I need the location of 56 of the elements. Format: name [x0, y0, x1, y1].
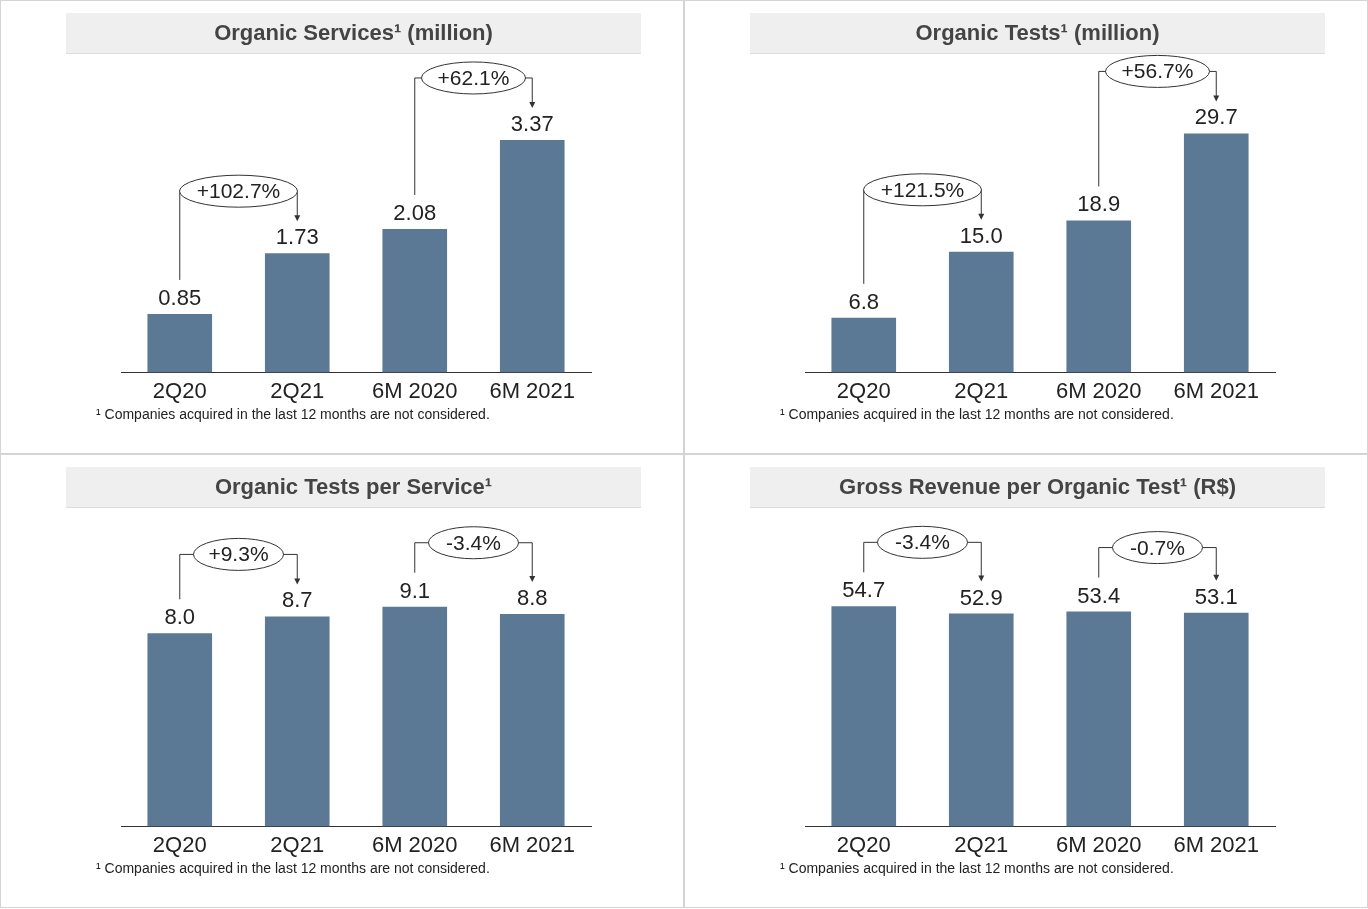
x-tick-label: 6M 2021	[1173, 377, 1260, 403]
text: ¹ Companies acquired in the last 12 months are not considered.	[780, 860, 1174, 876]
data-label: 2.08	[393, 200, 437, 226]
chart-title: Organic Tests¹ (million)	[750, 13, 1325, 54]
text: ¹ Companies acquired in the last 12 months are not considered.	[96, 860, 490, 876]
data-label: 6.8	[848, 288, 880, 314]
x-tick-label: 2Q20	[152, 377, 207, 403]
annotation: +102.7%	[196, 179, 281, 203]
x-tick-label: 6M 2020	[371, 831, 458, 857]
data-label: 53.1	[1194, 583, 1238, 609]
x-tick-label: 2Q21	[954, 377, 1009, 403]
data-label: 15.0	[959, 222, 1003, 248]
chart-title: Organic Tests per Service¹	[66, 467, 641, 508]
bar	[264, 253, 330, 373]
chart-title: Gross Revenue per Organic Test¹ (R$)	[750, 467, 1325, 508]
data-label: 8.7	[281, 587, 313, 613]
bar	[948, 251, 1014, 373]
data-label: 54.7	[842, 577, 886, 603]
x-tick-label: 2Q20	[152, 831, 207, 857]
bar	[1066, 220, 1132, 373]
data-label: 18.9	[1077, 191, 1121, 217]
bar	[1183, 133, 1249, 373]
text: -0.7%	[1130, 535, 1185, 559]
x-tick-label: 6M 2021	[489, 831, 576, 857]
bar	[147, 313, 213, 373]
text: -3.4%	[895, 530, 950, 554]
data-label: 0.85	[158, 284, 202, 310]
x-tick-label: 2Q21	[270, 831, 325, 857]
text: +56.7%	[1121, 59, 1194, 83]
bar	[499, 139, 565, 373]
text: ¹ Companies acquired in the last 12 months are not considered.	[780, 406, 1174, 422]
data-label: 53.4	[1077, 582, 1121, 608]
chart-title: Organic Services¹ (million)	[66, 13, 641, 54]
text: -3.4%	[446, 530, 501, 554]
data-label: 8.8	[516, 585, 548, 611]
x-tick-label: 2Q21	[270, 377, 325, 403]
text: ¹ Companies acquired in the last 12 months are not considered.	[96, 406, 490, 422]
x-tick-label: 6M 2020	[371, 377, 458, 403]
data-label: 3.37	[510, 111, 554, 137]
x-tick-label: 2Q20	[836, 831, 891, 857]
x-tick-label: 6M 2021	[489, 377, 576, 403]
x-tick-label: 6M 2020	[1055, 377, 1142, 403]
annotation: +121.5%	[880, 177, 965, 201]
bar	[382, 229, 448, 373]
data-label: 8.0	[164, 604, 196, 630]
text: +9.3%	[208, 542, 269, 566]
x-tick-label: 6M 2021	[1173, 831, 1260, 857]
text: +62.1%	[437, 65, 510, 89]
data-label: 1.73	[275, 224, 319, 250]
x-tick-label: 2Q21	[954, 831, 1009, 857]
bar	[831, 317, 897, 373]
x-tick-label: 2Q20	[836, 377, 891, 403]
data-label: 52.9	[959, 584, 1003, 610]
data-label: 9.1	[399, 577, 431, 603]
x-tick-label: 6M 2020	[1055, 831, 1142, 857]
data-label: 29.7	[1194, 104, 1238, 130]
